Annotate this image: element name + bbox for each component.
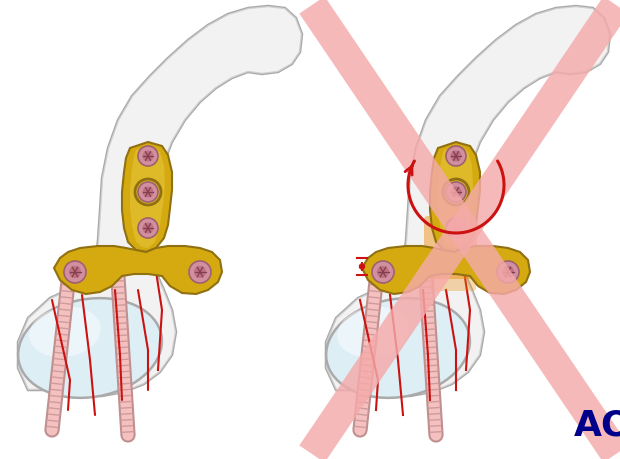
Ellipse shape: [18, 298, 162, 398]
Circle shape: [194, 266, 206, 278]
Polygon shape: [362, 246, 530, 294]
Polygon shape: [326, 6, 610, 396]
Circle shape: [451, 186, 461, 197]
Ellipse shape: [29, 307, 100, 358]
Ellipse shape: [141, 220, 155, 236]
Polygon shape: [54, 246, 222, 294]
Circle shape: [143, 151, 154, 162]
Circle shape: [451, 223, 461, 234]
Circle shape: [138, 182, 158, 202]
Circle shape: [446, 146, 466, 166]
Ellipse shape: [449, 220, 463, 236]
FancyBboxPatch shape: [424, 216, 477, 279]
Polygon shape: [130, 146, 165, 248]
Ellipse shape: [144, 188, 152, 196]
Polygon shape: [18, 6, 302, 396]
Circle shape: [497, 261, 519, 283]
Circle shape: [377, 266, 389, 278]
Polygon shape: [326, 6, 610, 396]
Polygon shape: [18, 6, 302, 396]
Polygon shape: [438, 146, 473, 248]
Circle shape: [143, 186, 154, 197]
Circle shape: [372, 261, 394, 283]
Circle shape: [138, 146, 158, 166]
Circle shape: [189, 261, 211, 283]
Polygon shape: [122, 142, 172, 252]
Ellipse shape: [449, 184, 463, 200]
Circle shape: [502, 266, 514, 278]
Polygon shape: [430, 142, 480, 252]
Circle shape: [446, 218, 466, 238]
Ellipse shape: [452, 224, 460, 232]
Ellipse shape: [326, 298, 470, 398]
Ellipse shape: [337, 307, 409, 358]
Ellipse shape: [449, 149, 463, 163]
Circle shape: [446, 182, 466, 202]
Circle shape: [64, 261, 86, 283]
Circle shape: [451, 151, 461, 162]
Text: AO: AO: [574, 408, 620, 442]
Ellipse shape: [141, 184, 155, 200]
Ellipse shape: [144, 224, 152, 232]
Circle shape: [138, 218, 158, 238]
Circle shape: [143, 223, 154, 234]
FancyBboxPatch shape: [430, 255, 476, 291]
Ellipse shape: [452, 188, 460, 196]
Circle shape: [69, 266, 81, 278]
Ellipse shape: [144, 152, 152, 160]
Ellipse shape: [452, 152, 460, 160]
Ellipse shape: [141, 149, 155, 163]
